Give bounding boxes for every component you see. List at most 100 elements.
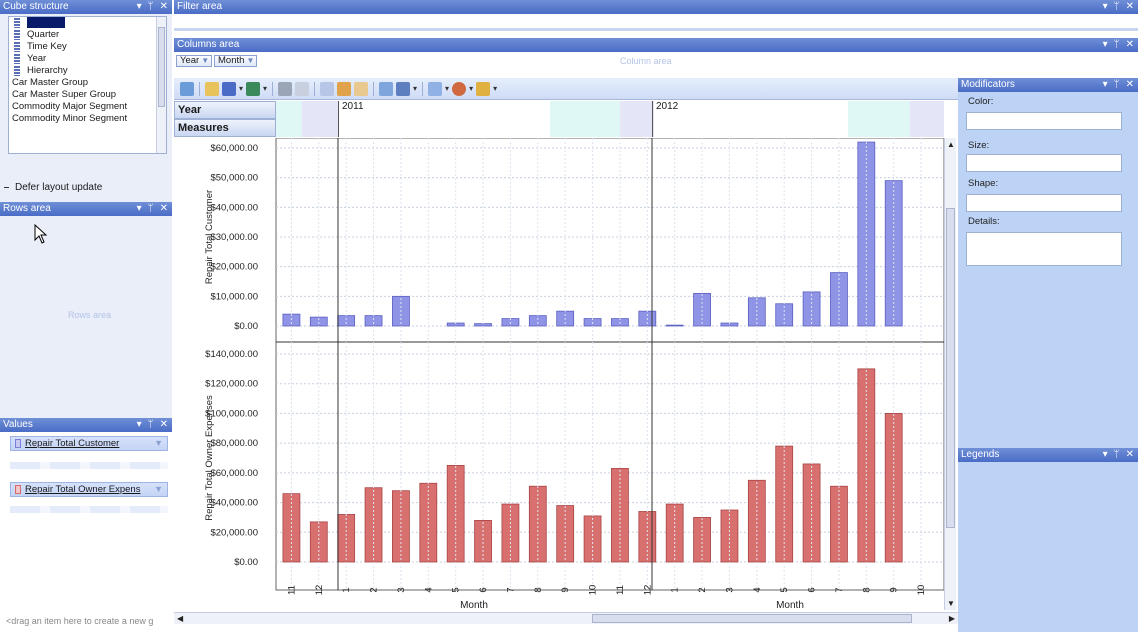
- chevron-down-icon[interactable]: ▾: [493, 84, 498, 93]
- filter-drop-zone[interactable]: [174, 28, 1138, 31]
- value-repair-total-customer[interactable]: Repair Total Customer ▼: [10, 436, 168, 451]
- defer-layout-update[interactable]: Defer layout update: [4, 182, 102, 193]
- rows-area-titlebar[interactable]: Rows area ▾ ᛘ ✕: [0, 202, 172, 216]
- scroll-left-icon[interactable]: ◀: [177, 614, 184, 623]
- chevron-down-icon[interactable]: ▼: [201, 56, 210, 65]
- pin-icon[interactable]: ᛘ: [1113, 39, 1120, 50]
- chevron-down-icon[interactable]: ▾: [469, 84, 474, 93]
- close-icon[interactable]: ✕: [159, 419, 168, 430]
- close-icon[interactable]: ✕: [1125, 39, 1134, 50]
- values-pane[interactable]: Values ▾ ᛘ ✕ Repair Total Customer ▼ Rep…: [0, 418, 172, 632]
- chart-vertical-scrollbar[interactable]: ▲ ▼: [944, 138, 956, 610]
- rows-area-pane[interactable]: Rows area ▾ ᛘ ✕ Rows area: [0, 202, 172, 418]
- dropdown-icon[interactable]: ▾: [136, 419, 142, 430]
- columns-area-pane[interactable]: Columns area ▾ ᛘ ✕ Year ▼ Month ▼ Column a…: [174, 38, 1138, 74]
- chart-wizard-icon[interactable]: [180, 81, 194, 96]
- filter-area-titlebar[interactable]: Filter area ▾ ᛘ ✕: [174, 0, 1138, 14]
- y-tick-label: $40,000.00: [210, 498, 258, 509]
- cube-item-label: Year: [27, 53, 47, 64]
- x-tick-label: 4: [423, 587, 434, 592]
- redo-icon[interactable]: [354, 81, 369, 96]
- close-icon[interactable]: ✕: [159, 203, 168, 214]
- close-icon[interactable]: ✕: [1125, 449, 1134, 460]
- undo-icon[interactable]: [337, 81, 352, 96]
- pin-icon[interactable]: ᛘ: [147, 419, 154, 430]
- toolbar-separator: [373, 81, 375, 96]
- cube-list-scrollbar[interactable]: [156, 17, 166, 153]
- y-tick-label: $120,000.00: [205, 379, 258, 390]
- layout-icon[interactable]: [396, 81, 411, 96]
- export-icon[interactable]: [246, 81, 261, 96]
- shape-label: Shape:: [968, 178, 999, 189]
- pin-icon[interactable]: ᛘ: [1113, 449, 1120, 460]
- zoom-icon[interactable]: [428, 81, 443, 96]
- cube-item-commodity-major-segment[interactable]: Commodity Major Segment: [9, 101, 166, 113]
- modificators-titlebar[interactable]: Modificators ▾ ᛘ ✕: [958, 78, 1138, 92]
- shape-drop-field[interactable]: [966, 194, 1122, 212]
- open-folder-icon[interactable]: [205, 81, 219, 96]
- chevron-down-icon[interactable]: ▼: [246, 56, 255, 65]
- legends-titlebar[interactable]: Legends ▾ ᛘ ✕: [958, 448, 1138, 462]
- chevron-down-icon[interactable]: ▾: [263, 84, 268, 93]
- chevron-down-icon[interactable]: ▼: [154, 438, 163, 448]
- year-header-label[interactable]: Year: [174, 101, 276, 119]
- scroll-thumb[interactable]: [158, 27, 165, 107]
- measures-header-label[interactable]: Measures: [174, 119, 276, 137]
- cube-item-hierarchy[interactable]: Hierarchy: [9, 65, 166, 77]
- filter-area-pane[interactable]: Filter area ▾ ᛘ ✕: [174, 0, 1138, 36]
- scroll-right-icon[interactable]: ▶: [948, 614, 955, 623]
- dropdown-icon[interactable]: ▾: [1102, 449, 1108, 460]
- close-icon[interactable]: ✕: [1125, 79, 1134, 90]
- print-icon[interactable]: [278, 81, 293, 96]
- pin-icon[interactable]: ᛘ: [147, 1, 154, 12]
- color-drop-field[interactable]: [966, 112, 1122, 130]
- chevron-down-icon[interactable]: ▾: [239, 84, 244, 93]
- close-icon[interactable]: ✕: [1125, 1, 1134, 12]
- cube-structure-titlebar[interactable]: Cube structure ▾ ᛘ ✕: [0, 0, 172, 14]
- value-repair-total-owner-expenses[interactable]: Repair Total Owner Expens ▼: [10, 482, 168, 497]
- values-titlebar[interactable]: Values ▾ ᛘ ✕: [0, 418, 172, 432]
- scroll-thumb[interactable]: [946, 208, 955, 528]
- cube-item-time-key[interactable]: Time Key: [9, 41, 166, 53]
- grid-icon[interactable]: [379, 81, 394, 96]
- y-tick-label: $80,000.00: [210, 438, 258, 449]
- chevron-down-icon[interactable]: ▾: [445, 84, 450, 93]
- chart-area[interactable]: $60,000.00 $50,000.00 $40,000.00 $30,000.00…: [174, 138, 958, 632]
- scroll-down-icon[interactable]: ▼: [947, 599, 955, 608]
- close-icon[interactable]: ✕: [159, 1, 168, 12]
- cube-field-list[interactable]: Quarter Time Key Year Hierarchy Car Mast…: [8, 16, 167, 154]
- dropdown-icon[interactable]: ▾: [1102, 39, 1108, 50]
- print-preview-icon[interactable]: [295, 81, 310, 96]
- cube-item-commodity-minor-segment[interactable]: Commodity Minor Segment: [9, 113, 166, 125]
- column-chip-year[interactable]: Year ▼: [176, 55, 213, 67]
- chart-horizontal-scrollbar[interactable]: ◀ ▶: [174, 612, 958, 624]
- defer-checkbox[interactable]: [4, 186, 9, 188]
- attribute-icon: [14, 30, 20, 40]
- palette-icon[interactable]: [452, 81, 467, 96]
- save-icon[interactable]: [222, 81, 236, 96]
- measure-color-icon: [15, 439, 21, 448]
- dropdown-icon[interactable]: ▾: [1102, 1, 1108, 12]
- cube-item-quarter[interactable]: Quarter: [9, 29, 166, 41]
- column-chip-month[interactable]: Month ▼: [214, 55, 258, 67]
- cube-item-selected[interactable]: [9, 17, 166, 29]
- brush-icon[interactable]: [476, 81, 491, 96]
- cube-item-car-master-group[interactable]: Car Master Group: [9, 77, 166, 89]
- details-drop-field[interactable]: [966, 232, 1122, 266]
- size-label: Size:: [968, 140, 990, 151]
- chevron-down-icon[interactable]: ▼: [154, 484, 163, 494]
- cube-item-year[interactable]: Year: [9, 53, 166, 65]
- pin-icon[interactable]: ᛘ: [1113, 1, 1120, 12]
- copy-icon[interactable]: [320, 81, 335, 96]
- size-drop-field[interactable]: [966, 154, 1122, 172]
- cube-item-car-master-super-group[interactable]: Car Master Super Group: [9, 89, 166, 101]
- pin-icon[interactable]: ᛘ: [1113, 79, 1120, 90]
- chevron-down-icon[interactable]: ▾: [413, 84, 418, 93]
- scroll-thumb[interactable]: [592, 614, 912, 623]
- scroll-up-icon[interactable]: ▲: [947, 140, 955, 149]
- pin-icon[interactable]: ᛘ: [147, 203, 154, 214]
- dropdown-icon[interactable]: ▾: [1102, 79, 1108, 90]
- dropdown-icon[interactable]: ▾: [136, 1, 142, 12]
- columns-area-titlebar[interactable]: Columns area ▾ ᛘ ✕: [174, 38, 1138, 52]
- dropdown-icon[interactable]: ▾: [136, 203, 142, 214]
